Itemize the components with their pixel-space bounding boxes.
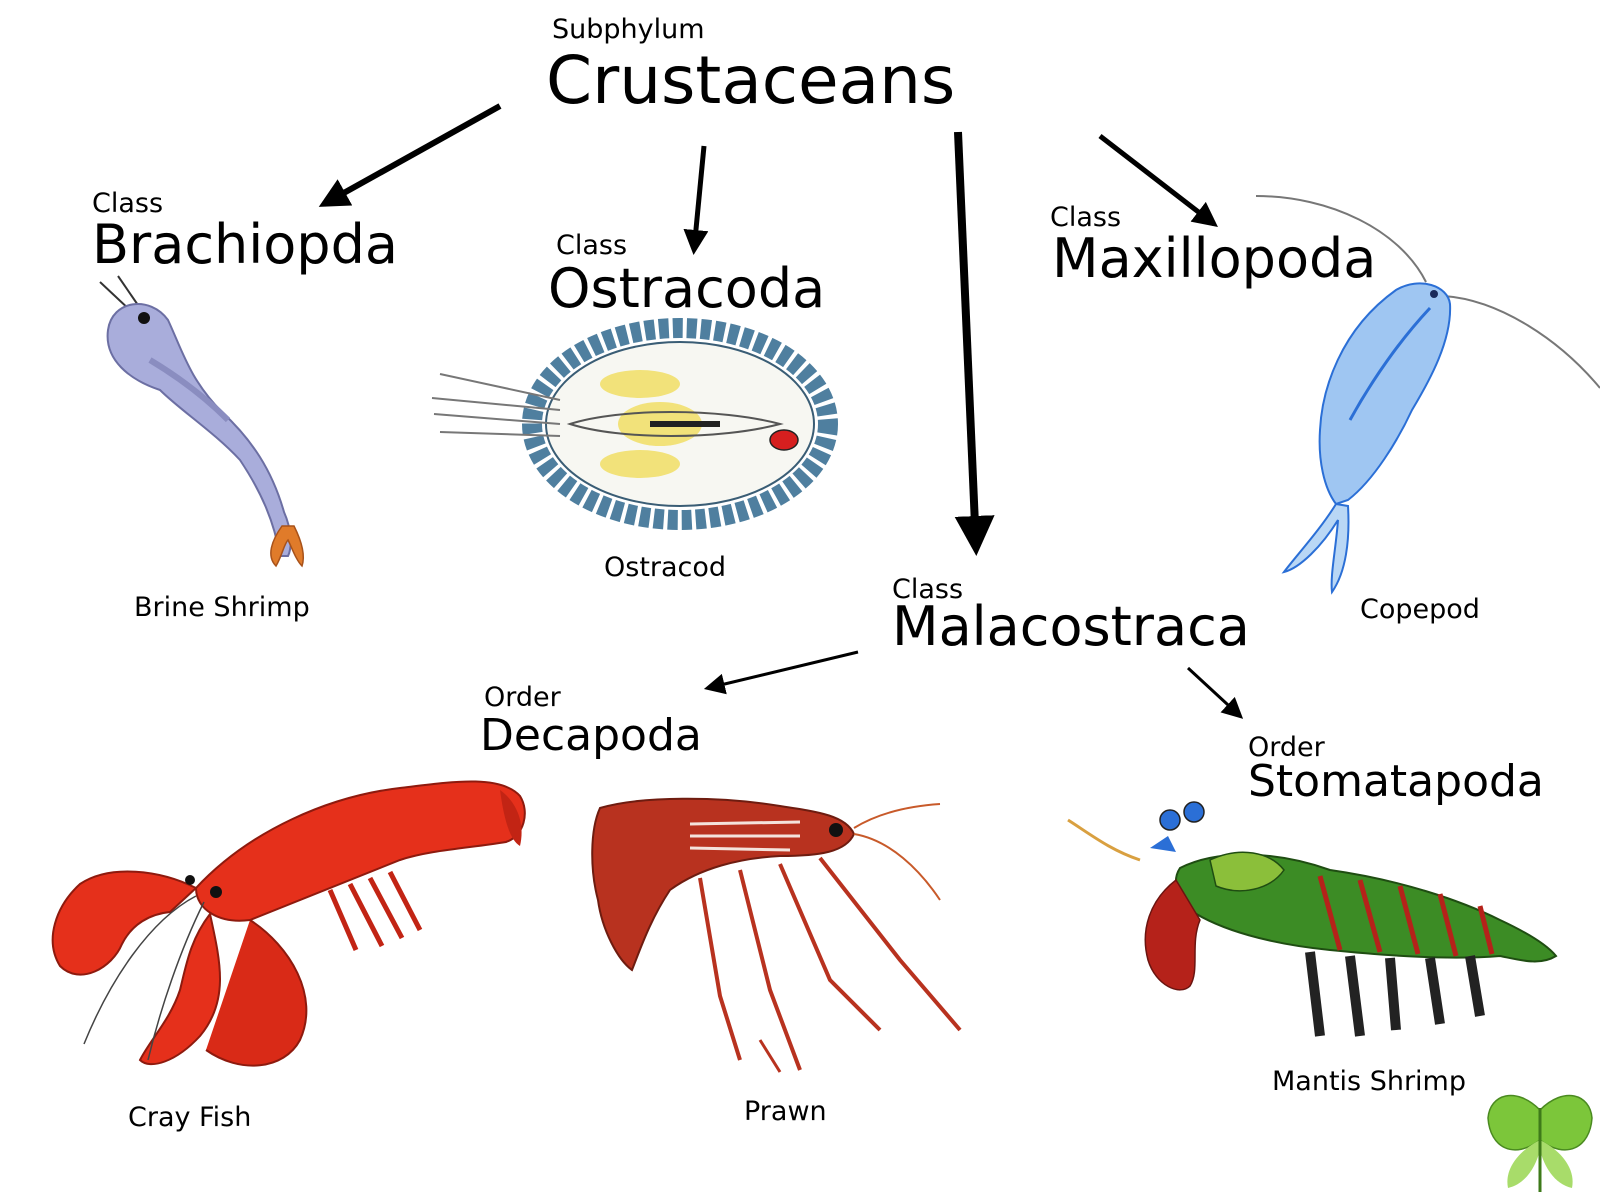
malacostraca-taxon-label: Malacostraca — [892, 600, 1250, 654]
prawn-caption: Prawn — [744, 1098, 827, 1125]
decapoda-rank-label: Order — [484, 684, 561, 711]
copepod-caption: Copepod — [1360, 596, 1480, 623]
arrow-to-stomatapoda — [1188, 668, 1240, 716]
mantis-shrimp-caption: Mantis Shrimp — [1272, 1068, 1466, 1095]
brine-shrimp-caption: Brine Shrimp — [134, 594, 310, 621]
butterfly-logo-icon — [1488, 1096, 1592, 1192]
stomatapoda-taxon-label: Stomatapoda — [1248, 760, 1544, 804]
ostracod-caption: Ostracod — [604, 554, 726, 581]
crayfish-caption: Cray Fish — [128, 1104, 251, 1131]
ostracod-illustration — [432, 328, 828, 520]
arrow-to-brachiopda — [324, 106, 500, 204]
ostracoda-taxon-label: Ostracoda — [548, 262, 825, 316]
decapoda-taxon-label: Decapoda — [480, 714, 702, 758]
arrow-to-malacostraca — [958, 132, 976, 548]
mantis-shrimp-illustration — [1068, 802, 1556, 1036]
brachiopda-taxon-label: Brachiopda — [92, 218, 398, 272]
maxillopoda-taxon-label: Maxillopoda — [1052, 232, 1376, 286]
arrow-to-decapoda — [708, 652, 858, 688]
crayfish-illustration — [53, 782, 525, 1066]
root-taxon-title: Crustaceans — [546, 48, 955, 114]
prawn-illustration — [592, 799, 960, 1072]
arrow-to-ostracoda — [694, 146, 704, 250]
ostracoda-rank-label: Class — [556, 232, 627, 259]
root-rank-label: Subphylum — [552, 16, 705, 43]
brine-shrimp-illustration — [100, 276, 303, 566]
